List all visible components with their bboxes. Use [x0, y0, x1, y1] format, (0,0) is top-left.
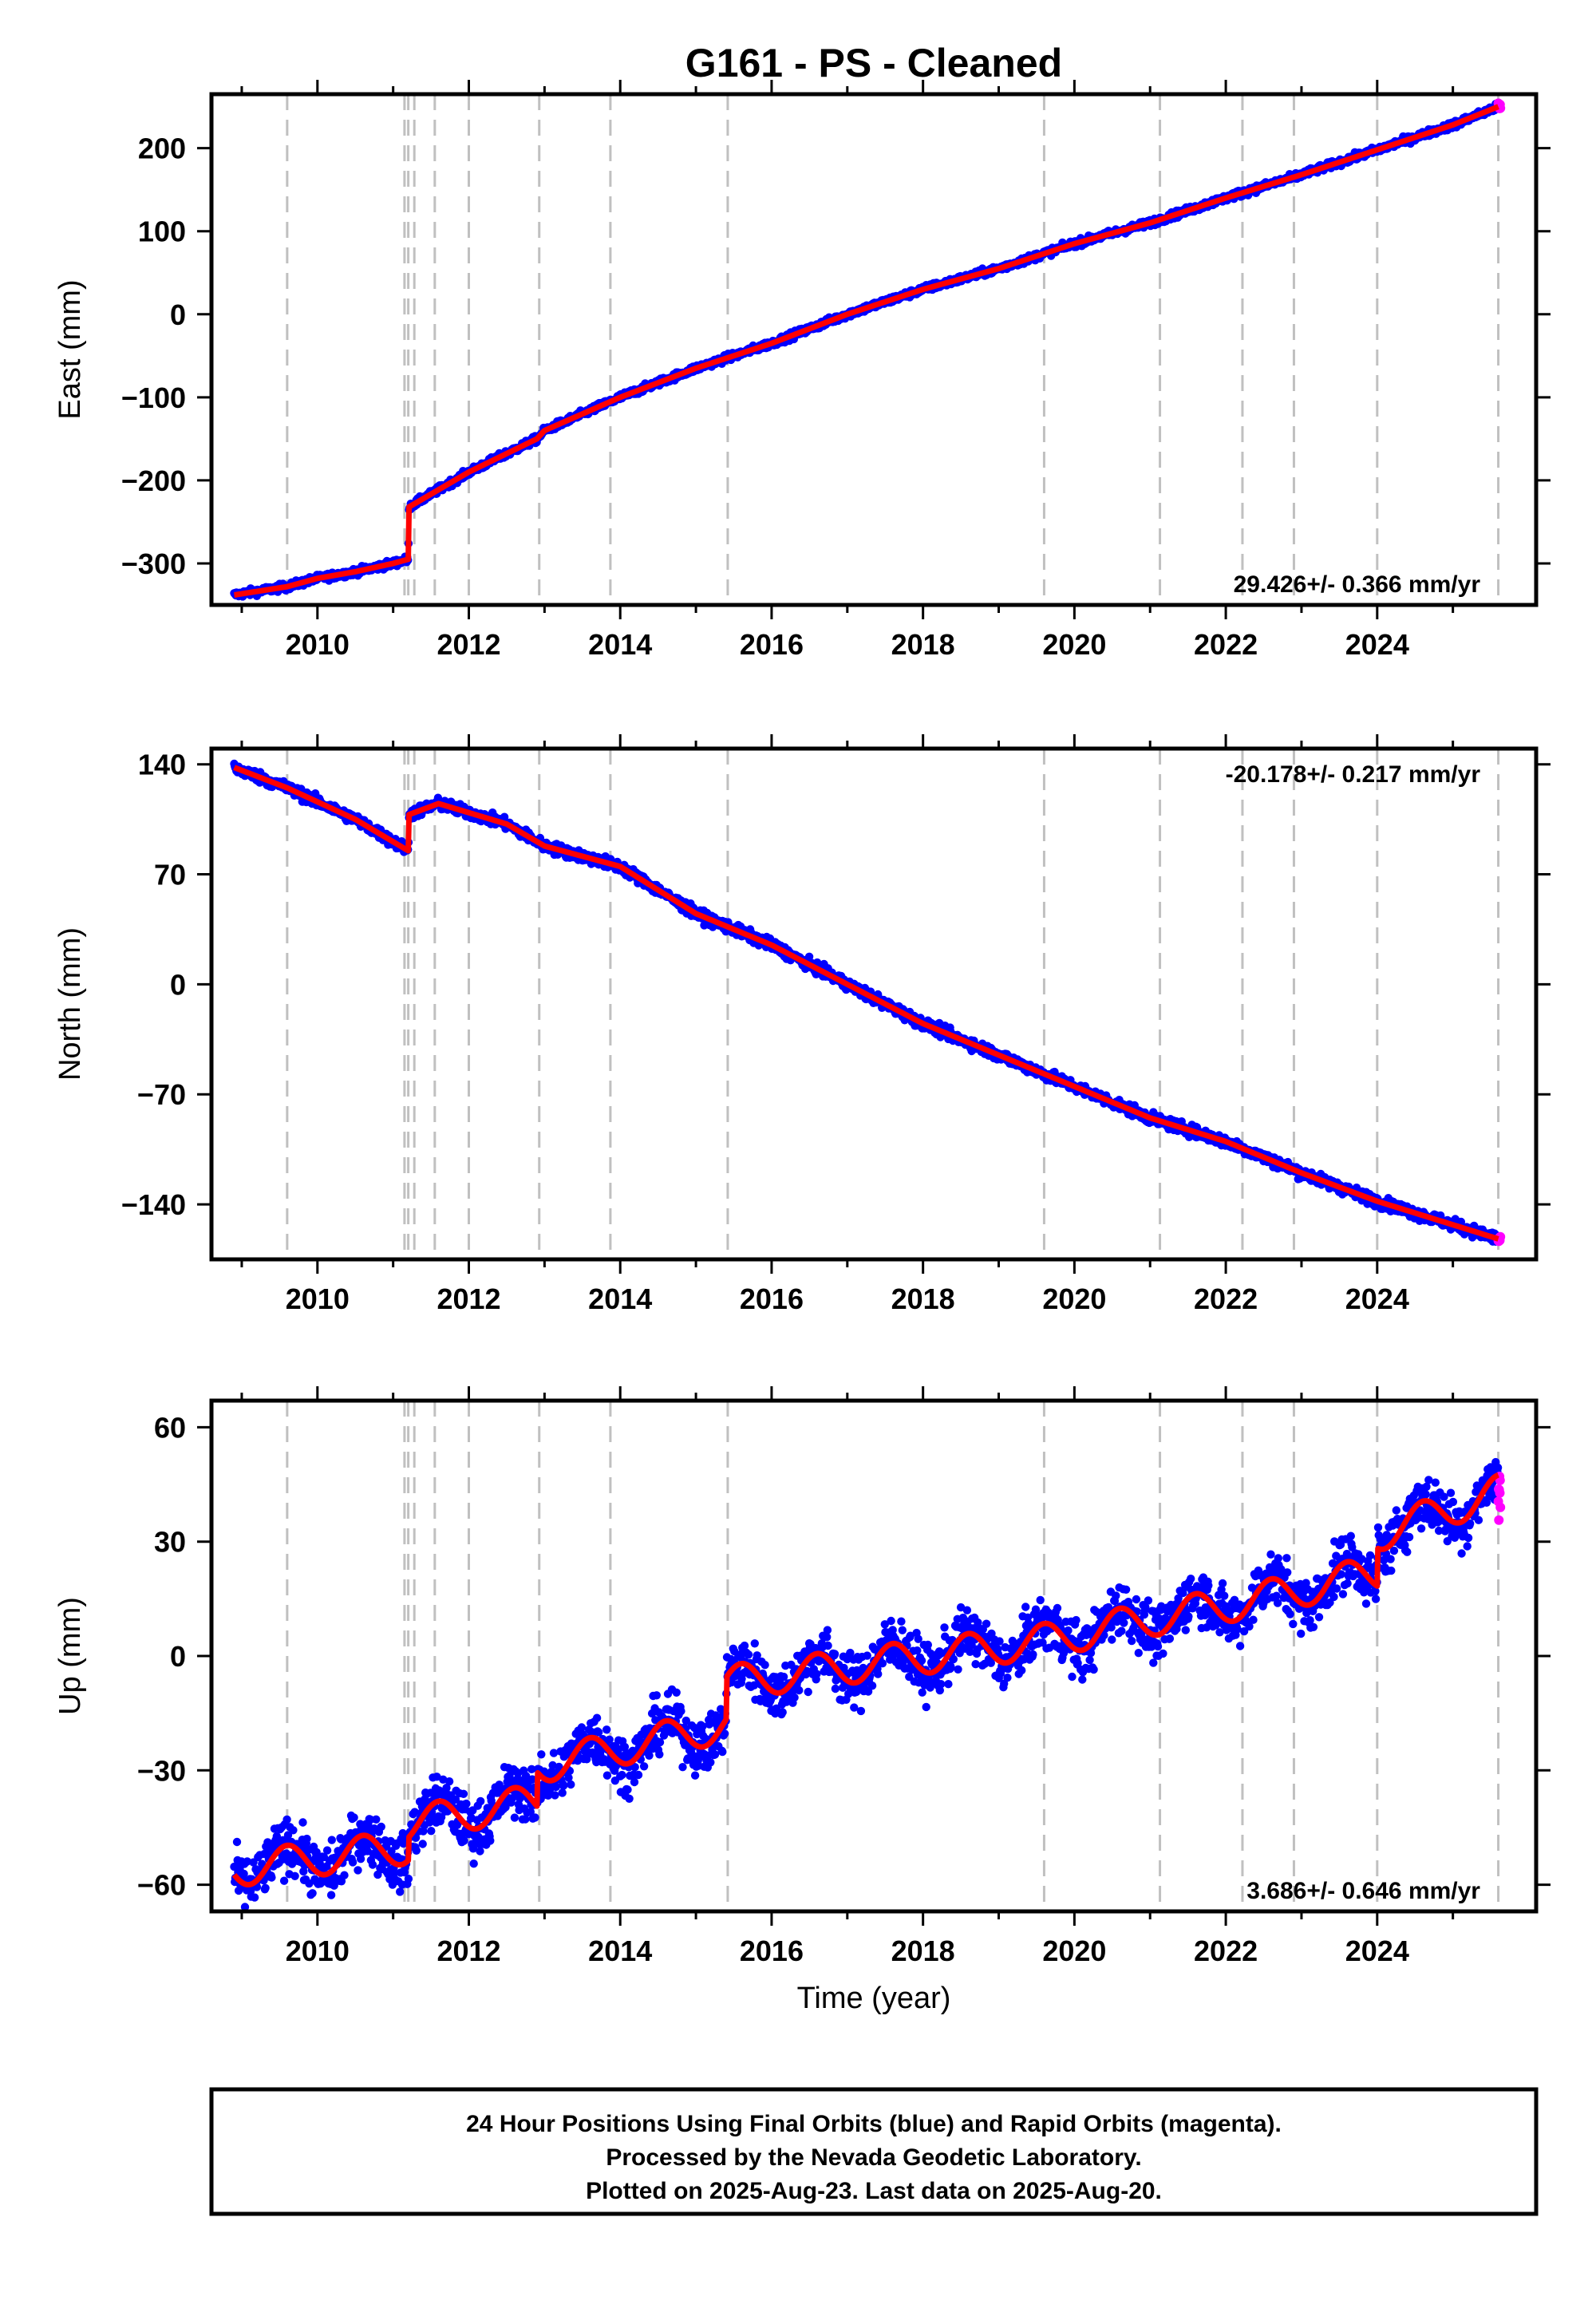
x-tick-label: 2018 — [891, 628, 955, 661]
y-tick-label: 200 — [138, 132, 186, 165]
data-point — [302, 1834, 311, 1844]
rate-label: -20.178+/- 0.217 mm/yr — [1226, 761, 1481, 788]
x-tick-label: 2018 — [891, 1282, 955, 1315]
data-point — [261, 1883, 270, 1892]
y-tick-label: −70 — [137, 1078, 186, 1111]
x-tick-label: 2016 — [740, 628, 804, 661]
x-tick-label: 2014 — [588, 1282, 652, 1315]
data-point — [354, 1866, 362, 1875]
panel-east: 2010 2012 2014 2016 2018 2020 2022 2024 −300 −200… — [53, 80, 1551, 661]
figure-title: G161 - PS - Cleaned — [685, 41, 1062, 85]
data-point — [308, 1889, 317, 1898]
y-tick-label: −200 — [121, 464, 186, 497]
panels: 2010 2012 2014 2016 2018 2020 2022 2024 −300 −200… — [53, 80, 1551, 1967]
x-tick-label: 2024 — [1345, 1282, 1409, 1315]
x-tick-label: 2012 — [437, 1282, 500, 1315]
data-point — [372, 1815, 381, 1824]
x-tick-label: 2012 — [437, 628, 500, 661]
x-tick-label: 2022 — [1194, 628, 1258, 661]
data-point — [368, 1860, 377, 1869]
data-point — [327, 1836, 336, 1844]
data-point — [340, 1871, 349, 1879]
x-tick-label: 2024 — [1345, 628, 1409, 661]
x-tick-label: 2010 — [286, 628, 350, 661]
data-point — [250, 1893, 259, 1902]
data-point — [396, 1887, 405, 1896]
data-point — [290, 1871, 299, 1880]
data-point — [377, 1822, 385, 1832]
data-point — [267, 1873, 276, 1882]
y-axis-title: North (mm) — [53, 927, 87, 1081]
data-point — [322, 1846, 332, 1855]
data-point — [412, 1846, 421, 1855]
y-tick-label: 0 — [170, 298, 186, 331]
rate-label: 29.426+/- 0.366 mm/yr — [1234, 571, 1481, 598]
x-tick-label: 2010 — [286, 1282, 350, 1315]
data-point — [418, 1840, 427, 1848]
x-tick-label: 2020 — [1042, 1282, 1106, 1315]
y-tick-label: −140 — [121, 1188, 186, 1221]
y-axis-title: East (mm) — [53, 279, 87, 419]
plot-background — [211, 94, 1536, 605]
panel-north: 2010 2012 2014 2016 2018 2020 2022 2024 −140 −70 0… — [53, 734, 1551, 1315]
x-tick-label: 2022 — [1194, 1282, 1258, 1315]
data-point — [404, 1875, 413, 1883]
y-tick-label: 70 — [154, 859, 186, 891]
data-point — [348, 1858, 358, 1867]
x-tick-label: 2016 — [740, 1282, 804, 1315]
data-point — [326, 1891, 336, 1899]
data-point — [350, 1813, 358, 1822]
y-tick-label: 140 — [138, 749, 186, 781]
data-point — [232, 1837, 242, 1847]
y-tick-label: −100 — [121, 381, 186, 414]
data-point — [289, 1826, 298, 1835]
data-point — [279, 1876, 289, 1885]
y-tick-label: −300 — [121, 547, 186, 580]
data-point — [298, 1818, 307, 1827]
y-tick-label: 0 — [170, 968, 186, 1001]
y-tick-label: 100 — [138, 215, 186, 248]
data-point — [282, 1815, 291, 1824]
panel-up: 2010 2012 2014 2016 2018 2020 2022 2024−60−3003… — [53, 1386, 1551, 1967]
x-tick-label: 2014 — [588, 628, 652, 661]
x-tick-label: 2020 — [1042, 628, 1106, 661]
